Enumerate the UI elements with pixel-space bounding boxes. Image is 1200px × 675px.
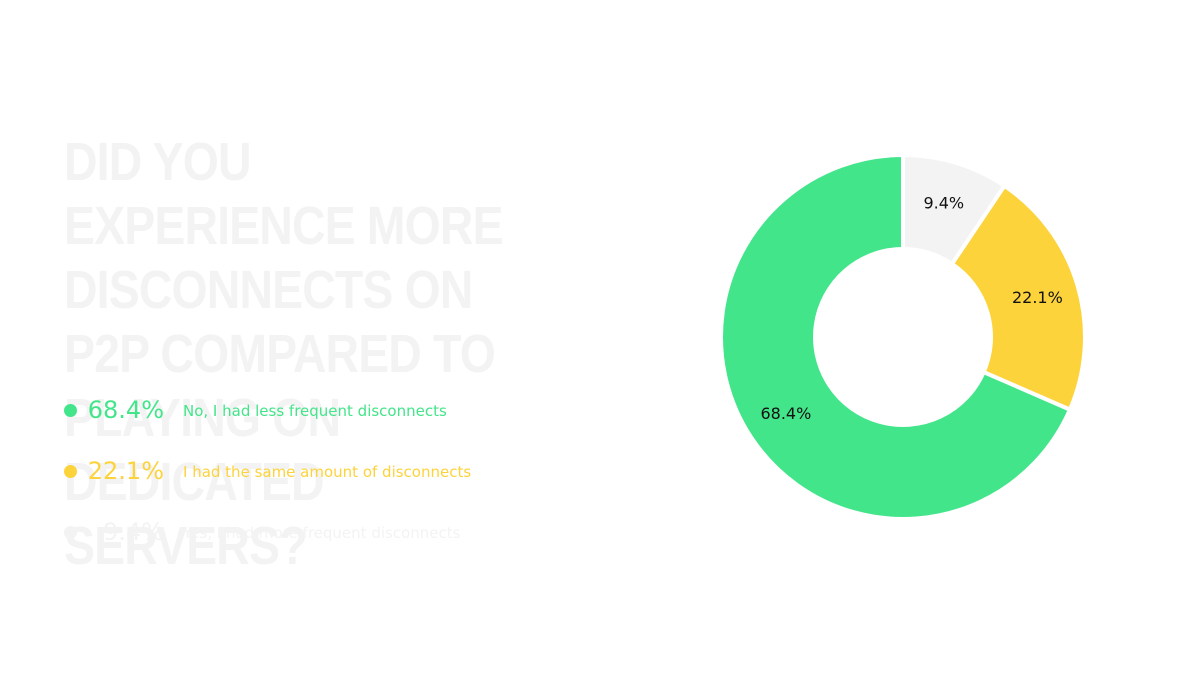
legend-item-less-frequent: 68.4% No, I had less frequent disconnect… xyxy=(64,380,664,440)
legend-percent: 22.1% xyxy=(87,457,164,485)
slice-data-label: 22.1% xyxy=(1012,288,1063,307)
slice-data-label: 9.4% xyxy=(923,194,964,213)
slice-data-label: 68.4% xyxy=(760,404,811,423)
legend-item-same-amount: 22.1% I had the same amount of disconnec… xyxy=(64,441,664,501)
legend-percent: 68.4% xyxy=(87,396,164,424)
legend-dot-icon xyxy=(64,465,77,478)
chart-title: Did you experience more disconnects on P… xyxy=(64,132,504,576)
slice-less-frequent xyxy=(719,153,1072,521)
legend-label: No, I had less frequent disconnects xyxy=(183,402,447,420)
legend-label: Yes, I had more frequent disconnects xyxy=(183,524,461,542)
legend-label: I had the same amount of disconnects xyxy=(183,463,472,481)
legend-item-more-frequent: 9.4% Yes, I had more frequent disconnect… xyxy=(64,502,664,562)
legend-dot-icon xyxy=(64,404,77,417)
legend-percent: 9.4% xyxy=(103,518,164,546)
legend-dot-icon xyxy=(64,526,77,539)
slice-same-amount xyxy=(950,183,1087,412)
